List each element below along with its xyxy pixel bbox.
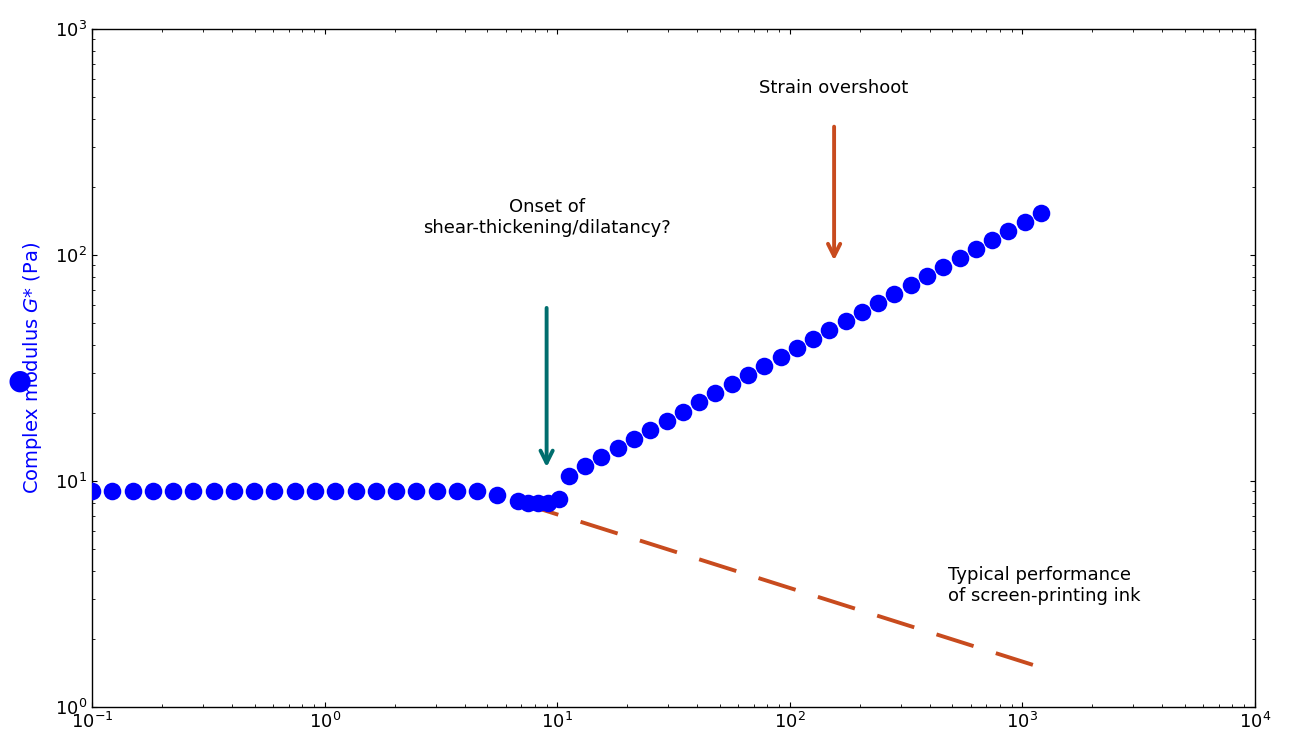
Point [950,252,970,264]
Point [999,225,1019,237]
Point [142,486,163,498]
Point [426,486,447,498]
Point [406,486,426,498]
Point [787,343,808,355]
Point [819,325,840,337]
Point [868,297,889,309]
Point [386,486,407,498]
Text: Typical performance
of screen-printing ink: Typical performance of screen-printing i… [948,566,1141,605]
Point [366,486,386,498]
Point [558,471,579,483]
Point [487,489,508,501]
Point [518,497,539,509]
Point [640,423,660,435]
Point [575,459,596,471]
Point [933,261,953,273]
Point [851,306,872,319]
Y-axis label: Complex modulus $\mathit{G}$* (Pa): Complex modulus $\mathit{G}$* (Pa) [21,242,44,494]
Point [884,288,904,300]
Point [738,370,758,382]
Point [721,379,742,391]
Text: Strain overshoot: Strain overshoot [760,79,908,97]
Point [447,486,468,498]
Point [548,493,568,505]
Point [264,486,284,498]
Point [326,486,346,498]
Point [284,486,305,498]
Point [203,486,224,498]
Point [656,414,677,426]
Point [123,486,143,498]
Point [965,243,986,255]
Point [592,450,612,462]
Text: Onset of
shear-thickening/dilatancy?: Onset of shear-thickening/dilatancy? [422,198,671,237]
Point [102,486,123,498]
Point [755,361,775,373]
Point [673,405,694,417]
Point [982,234,1003,246]
Point [528,497,549,509]
Point [81,486,102,498]
Point [770,352,791,364]
Point [466,486,487,498]
Point [508,495,528,508]
Point [1031,207,1052,219]
Point [901,279,921,291]
Point [607,441,628,453]
Point [802,334,823,346]
Point [689,397,709,409]
Point [537,497,558,509]
Point [163,486,183,498]
Point [1014,216,1035,228]
Point [244,486,265,498]
Text: ●: ● [8,366,31,395]
Point [917,270,938,282]
Point [183,486,204,498]
Point [836,316,857,328]
Point [345,486,366,498]
Point [224,486,244,498]
Point [705,388,726,400]
Point [305,486,326,498]
Point [624,432,645,444]
